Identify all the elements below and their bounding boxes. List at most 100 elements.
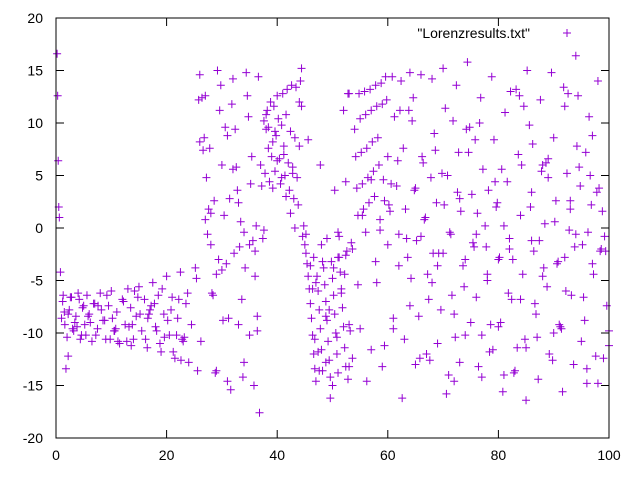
data-point [273, 156, 282, 165]
data-point [272, 131, 281, 140]
data-point [259, 226, 268, 235]
data-point [350, 125, 359, 134]
data-point [422, 350, 431, 358]
data-point [110, 326, 119, 335]
data-point [325, 305, 334, 314]
data-point [449, 116, 458, 125]
data-point [428, 278, 437, 287]
data-point [473, 209, 482, 218]
data-point [484, 186, 493, 195]
data-point [332, 333, 341, 342]
data-point [512, 85, 521, 94]
data-point [301, 249, 310, 258]
data-point [519, 102, 528, 111]
data-point [364, 198, 373, 207]
data-point [424, 295, 433, 304]
data-point [600, 232, 609, 241]
data-point [127, 341, 136, 350]
data-point [184, 358, 193, 367]
data-point [516, 295, 525, 304]
data-point [419, 158, 428, 167]
data-point [158, 284, 167, 293]
data-point [148, 278, 157, 287]
data-point [77, 331, 86, 340]
data-point [308, 284, 317, 293]
data-point [494, 322, 503, 331]
data-point [439, 249, 448, 258]
data-point [321, 312, 330, 321]
data-point [483, 270, 492, 279]
data-point [297, 102, 306, 111]
data-point [70, 318, 79, 327]
data-point [249, 381, 258, 390]
data-point [94, 301, 103, 310]
data-point [522, 343, 531, 352]
data-point [471, 135, 480, 144]
data-point [216, 81, 225, 90]
data-point [348, 245, 357, 253]
data-point [212, 270, 221, 279]
data-point [244, 112, 253, 121]
data-point [452, 81, 461, 90]
data-point [597, 245, 606, 253]
data-point [68, 324, 77, 333]
data-point [564, 89, 573, 98]
data-point [545, 350, 554, 358]
data-point [359, 205, 368, 214]
data-point [560, 253, 569, 262]
data-point [379, 175, 388, 184]
data-point [85, 310, 94, 319]
data-point [428, 74, 437, 83]
data-point [549, 329, 558, 337]
data-point [361, 110, 370, 119]
data-point [136, 310, 145, 319]
data-point [228, 165, 237, 174]
data-point [392, 182, 401, 190]
data-point [225, 194, 234, 203]
data-point [159, 310, 168, 319]
data-point [84, 312, 93, 321]
data-point [163, 316, 172, 325]
data-point [328, 274, 337, 283]
data-point [60, 320, 69, 329]
data-point [253, 326, 262, 335]
data-point [389, 324, 398, 333]
data-point [214, 255, 223, 264]
data-point [429, 249, 438, 258]
data-point [213, 66, 222, 75]
data-point [374, 161, 383, 169]
data-point [559, 83, 568, 92]
data-point [240, 358, 249, 367]
data-point [540, 219, 549, 228]
data-point [262, 110, 271, 119]
data-point [572, 142, 581, 151]
y-tick-label: 10 [27, 115, 43, 131]
x-tick-label: 80 [491, 447, 507, 463]
data-point [154, 291, 163, 300]
data-point [169, 347, 178, 356]
data-point [257, 182, 266, 190]
data-point [339, 322, 348, 331]
data-point [515, 91, 524, 100]
data-point [179, 337, 188, 346]
data-point [361, 228, 370, 237]
data-point [398, 394, 407, 403]
data-point [74, 289, 83, 298]
data-point [290, 133, 299, 142]
data-point [549, 133, 558, 142]
data-point [366, 85, 375, 94]
data-point [319, 263, 328, 272]
y-tick-label: -15 [23, 378, 43, 394]
data-point [362, 144, 371, 153]
data-point [270, 167, 279, 176]
data-point [152, 326, 161, 335]
data-point [588, 259, 597, 268]
data-point [367, 345, 376, 354]
data-point [533, 333, 542, 342]
data-point [264, 144, 273, 153]
data-point [383, 152, 392, 161]
data-point [352, 184, 361, 193]
data-point [280, 171, 289, 180]
data-point [299, 221, 308, 230]
data-point [284, 158, 293, 167]
